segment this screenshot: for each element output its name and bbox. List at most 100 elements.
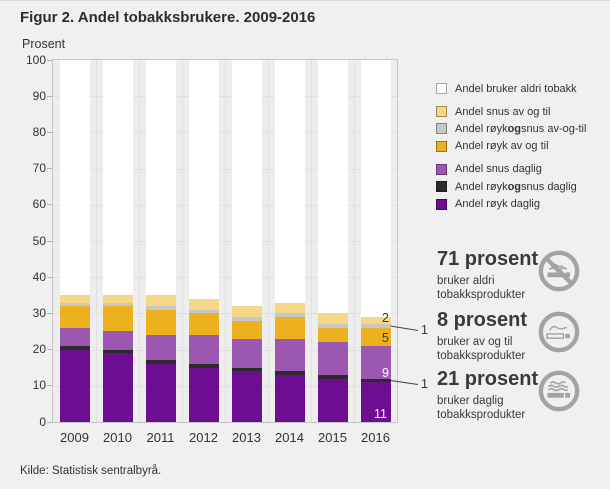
stat-value: 8 prosent [437, 309, 528, 331]
bar-segment [360, 378, 391, 383]
y-axis-label: 0 [39, 414, 46, 429]
bar-segment [102, 331, 133, 350]
bar-segment [231, 371, 262, 422]
legend-item: Andel bruker aldri tobakk [436, 82, 586, 95]
bar-segment [231, 338, 262, 368]
bar-segment [145, 306, 176, 310]
stat-value: 21 prosent [437, 368, 539, 390]
bar-segment [360, 324, 391, 328]
x-axis-label-2010: 2010 [103, 430, 132, 445]
bar-segment [188, 60, 219, 299]
stat-text: 8 prosent bruker av og til tobakksprodukt… [437, 310, 538, 363]
vertical-gridline [139, 60, 140, 422]
bar-segment [360, 60, 391, 318]
bar-segment [188, 364, 219, 368]
legend-label: snus daglig [521, 180, 577, 193]
vertical-gridline [96, 60, 97, 422]
bar-value-label: 1 [421, 323, 428, 337]
legend-label: Andel røyk av og til [455, 140, 549, 153]
legend-label: Andel røyk daglig [455, 198, 540, 211]
vertical-gridline [354, 60, 355, 422]
bar-slot-2012 [182, 60, 225, 422]
x-axis-label-2009: 2009 [60, 430, 89, 445]
legend-label-bold: og [507, 122, 522, 135]
bar-segment [317, 327, 348, 343]
bar-segment [145, 295, 176, 307]
y-axis-tick [47, 349, 52, 351]
x-axis-label-2013: 2013 [232, 430, 261, 445]
stacked-bar-2015 [317, 60, 348, 422]
stat-value: 71 prosent [437, 248, 539, 270]
y-axis-label: 90 [32, 88, 46, 103]
stacked-bar-2013 [231, 60, 262, 422]
legend-item: Andel røyk daglig [436, 198, 586, 211]
vertical-gridline [182, 60, 183, 422]
legend-label: Andel bruker aldri tobakk [455, 82, 577, 95]
bar-segment [145, 360, 176, 365]
bar-segment [59, 306, 90, 328]
bar-segment [102, 60, 133, 296]
y-axis-tick [47, 312, 52, 314]
bar-segment [145, 364, 176, 422]
y-axis-label: 10 [32, 378, 46, 393]
bar-segment [59, 327, 90, 346]
daily-smoking-icon [538, 370, 580, 417]
bar-segment [102, 353, 133, 422]
y-axis-tick [47, 168, 52, 170]
bar-segment [274, 313, 305, 317]
y-axis-tick [47, 59, 52, 61]
bar-segment [274, 338, 305, 372]
bar-segment [231, 320, 262, 339]
y-axis-label: 80 [32, 124, 46, 139]
bar-segment [231, 317, 262, 321]
bar-segment [274, 302, 305, 314]
y-axis-tick [47, 385, 52, 387]
bar-slot-2013 [225, 60, 268, 422]
bar-segment [360, 345, 391, 379]
bar-segment [274, 371, 305, 375]
y-axis-label: 60 [32, 197, 46, 212]
bar-segment [145, 309, 176, 336]
x-axis-label-2015: 2015 [318, 430, 347, 445]
bar-slot-2010 [96, 60, 139, 422]
bar-segment [59, 60, 90, 296]
stacked-bar-2009 [59, 60, 90, 422]
bar-value-label: 1 [421, 377, 428, 391]
bar-segment [145, 335, 176, 361]
bar-segment [360, 382, 391, 422]
bar-segment [274, 60, 305, 303]
y-axis-tick [47, 240, 52, 242]
bar-segment [231, 367, 262, 372]
legend-label: snus av-og-til [521, 122, 587, 135]
bar-slot-2011 [139, 60, 182, 422]
y-axis-tick [47, 95, 52, 97]
vertical-gridline [225, 60, 226, 422]
bar-segment [59, 345, 90, 350]
legend-swatch [436, 83, 447, 94]
occasional-smoking-icon [538, 311, 580, 358]
bar-segment [274, 374, 305, 422]
legend-swatch [436, 181, 447, 193]
vertical-gridline [311, 60, 312, 422]
bar-segment [102, 306, 133, 332]
bar-segment [188, 335, 219, 365]
stat-description: bruker daglig tobakksprodukter [437, 395, 526, 421]
legend-label: Andel røyk [455, 122, 508, 135]
legend-label: Andel røyk [455, 180, 508, 193]
no-smoking-icon [538, 250, 580, 297]
bar-segment [188, 313, 219, 336]
figure-title: Figur 2. Andel tobakksbrukere. 2009-2016 [20, 9, 316, 26]
bar-segment [317, 374, 348, 379]
y-axis-tick [47, 276, 52, 278]
bar-slot-2016 [354, 60, 397, 422]
stat-row: 21 prosent bruker daglig tobakksprodukter [437, 369, 580, 422]
y-axis-tick [47, 131, 52, 133]
y-axis-label: 50 [32, 233, 46, 248]
bar-segment [231, 60, 262, 307]
legend-label-bold: og [507, 180, 522, 193]
legend-swatch [436, 140, 447, 152]
bar-slot-2014 [268, 60, 311, 422]
y-axis-label: 20 [32, 342, 46, 357]
bar-segment [317, 313, 348, 325]
bar-segment [274, 317, 305, 339]
